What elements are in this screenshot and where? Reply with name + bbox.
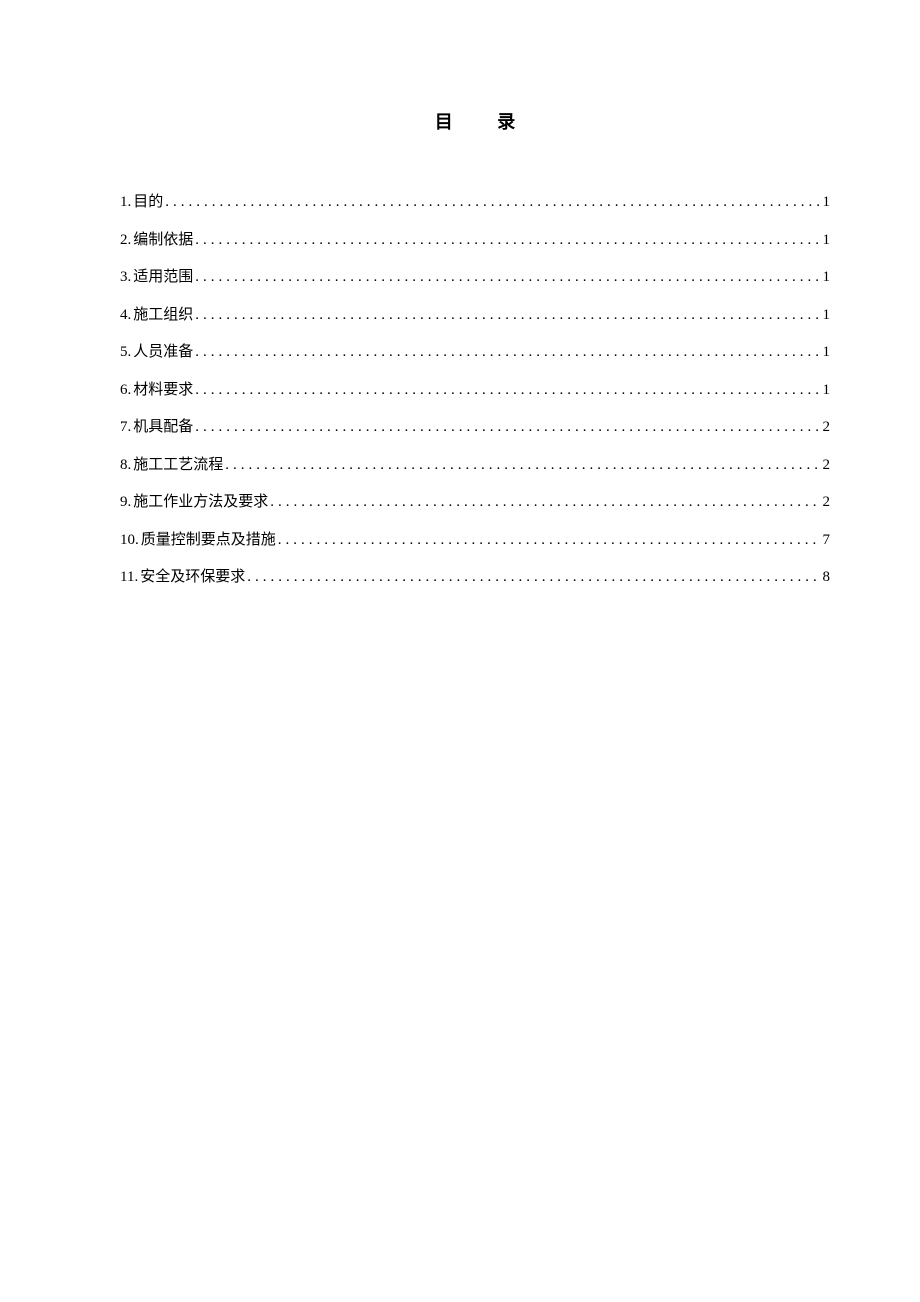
toc-label: 质量控制要点及措施 bbox=[141, 522, 276, 560]
toc-label: 适用范围 bbox=[133, 259, 193, 297]
toc-label: 机具配备 bbox=[133, 409, 193, 447]
toc-number: 9. bbox=[120, 484, 131, 522]
toc-dots bbox=[195, 409, 820, 447]
toc-item: 8. 施工工艺流程 2 bbox=[120, 447, 830, 485]
toc-item: 7. 机具配备 2 bbox=[120, 409, 830, 447]
toc-number: 7. bbox=[120, 409, 131, 447]
toc-page: 2 bbox=[823, 484, 831, 522]
toc-page: 1 bbox=[823, 372, 831, 410]
toc-item: 4. 施工组织 1 bbox=[120, 297, 830, 335]
toc-number: 2. bbox=[120, 222, 131, 260]
document-page: 目 录 1. 目的 1 2. 编制依据 1 3. 适用范围 1 4. 施工组织 … bbox=[0, 0, 920, 597]
toc-label: 人员准备 bbox=[133, 334, 193, 372]
toc-label: 施工组织 bbox=[133, 297, 193, 335]
toc-page: 7 bbox=[823, 522, 831, 560]
toc-label: 编制依据 bbox=[133, 222, 193, 260]
toc-page: 1 bbox=[823, 184, 831, 222]
toc-dots bbox=[270, 484, 820, 522]
toc-list: 1. 目的 1 2. 编制依据 1 3. 适用范围 1 4. 施工组织 1 5.… bbox=[120, 184, 830, 597]
toc-title: 目 录 bbox=[120, 108, 830, 134]
toc-number: 4. bbox=[120, 297, 131, 335]
toc-page: 1 bbox=[823, 297, 831, 335]
toc-dots bbox=[278, 522, 821, 560]
toc-dots bbox=[247, 559, 820, 597]
toc-page: 2 bbox=[823, 447, 831, 485]
toc-dots bbox=[195, 334, 820, 372]
toc-dots bbox=[165, 184, 820, 222]
toc-dots bbox=[195, 372, 820, 410]
toc-item: 6. 材料要求 1 bbox=[120, 372, 830, 410]
toc-item: 1. 目的 1 bbox=[120, 184, 830, 222]
toc-number: 6. bbox=[120, 372, 131, 410]
toc-number: 1. bbox=[120, 184, 131, 222]
toc-dots bbox=[195, 259, 820, 297]
toc-item: 5. 人员准备 1 bbox=[120, 334, 830, 372]
toc-page: 2 bbox=[823, 409, 831, 447]
toc-dots bbox=[195, 297, 820, 335]
toc-page: 1 bbox=[823, 222, 831, 260]
toc-number: 10. bbox=[120, 522, 139, 560]
toc-label: 安全及环保要求 bbox=[140, 559, 245, 597]
toc-item: 2. 编制依据 1 bbox=[120, 222, 830, 260]
toc-number: 11. bbox=[120, 559, 138, 597]
toc-label: 施工工艺流程 bbox=[133, 447, 223, 485]
toc-label: 目的 bbox=[133, 184, 163, 222]
toc-item: 10. 质量控制要点及措施 7 bbox=[120, 522, 830, 560]
toc-page: 1 bbox=[823, 334, 831, 372]
toc-label: 材料要求 bbox=[133, 372, 193, 410]
toc-dots bbox=[195, 222, 820, 260]
toc-page: 1 bbox=[823, 259, 831, 297]
toc-dots bbox=[225, 447, 820, 485]
toc-number: 5. bbox=[120, 334, 131, 372]
toc-page: 8 bbox=[823, 559, 831, 597]
toc-number: 8. bbox=[120, 447, 131, 485]
toc-item: 9. 施工作业方法及要求 2 bbox=[120, 484, 830, 522]
toc-label: 施工作业方法及要求 bbox=[133, 484, 268, 522]
toc-item: 3. 适用范围 1 bbox=[120, 259, 830, 297]
toc-number: 3. bbox=[120, 259, 131, 297]
toc-item: 11. 安全及环保要求 8 bbox=[120, 559, 830, 597]
